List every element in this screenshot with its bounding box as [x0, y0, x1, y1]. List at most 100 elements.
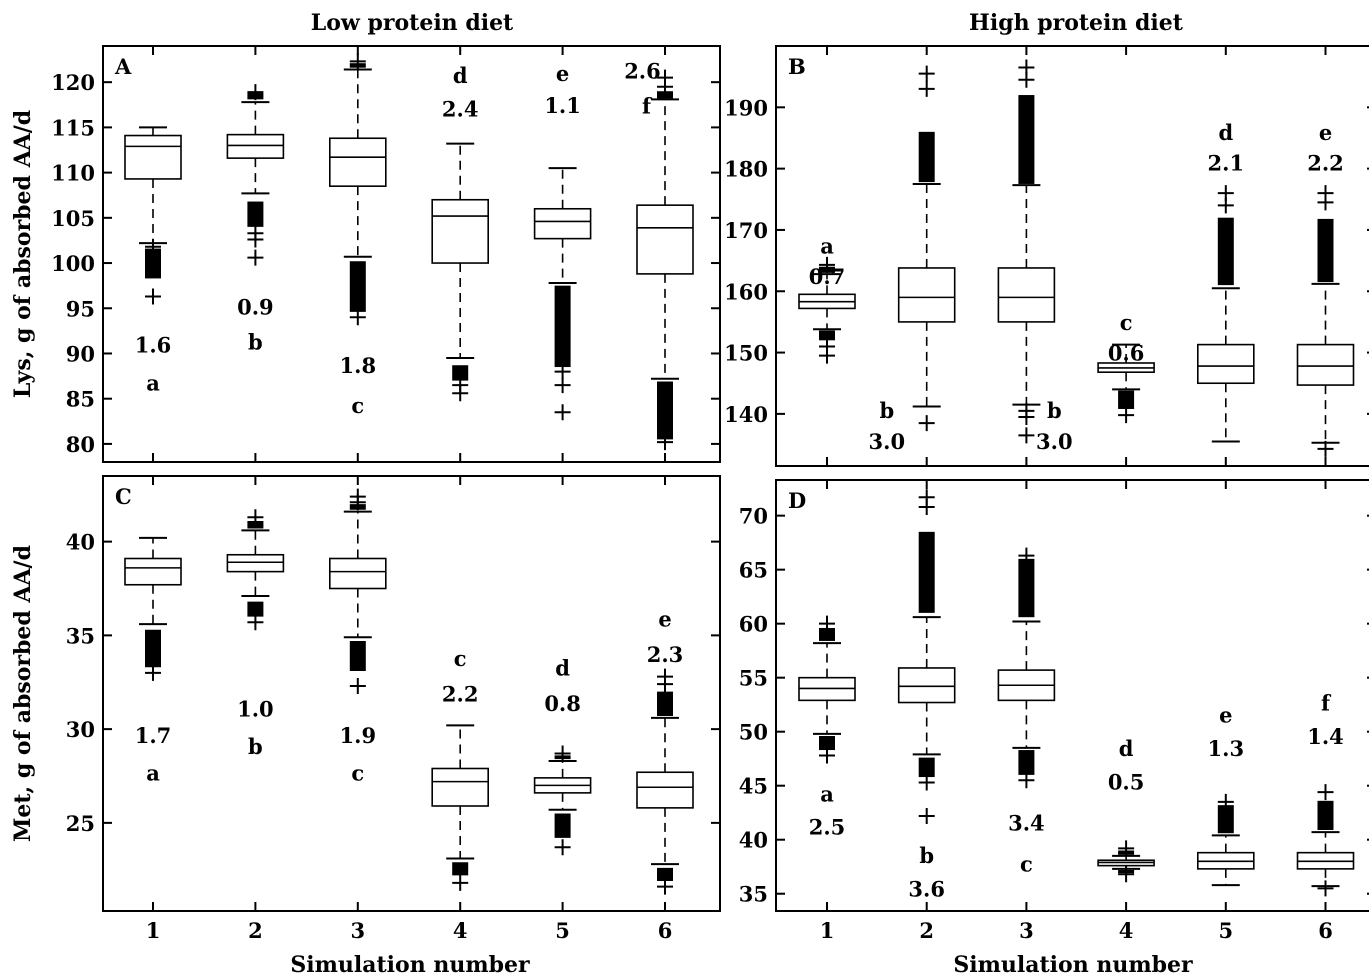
outlier-cluster-high: [1317, 218, 1334, 283]
outlier-marker: [1317, 185, 1334, 202]
outlier-marker: [1018, 59, 1035, 76]
left-column-title: Low protein diet: [311, 10, 514, 36]
stat-annotation: 1.8: [340, 353, 377, 378]
y-tick-label: 190: [724, 95, 768, 120]
box-group-sim-5: [533, 167, 592, 421]
x-tick-label: 1: [820, 918, 835, 943]
box-iqr: [1296, 343, 1355, 386]
y-axis-label: Met, g of absorbed AA/d: [10, 545, 36, 842]
y-tick-label: 115: [51, 115, 95, 140]
box-group-sim-1: [124, 536, 182, 681]
outlier-marker: [452, 874, 469, 891]
outlier-marker: [1317, 880, 1334, 897]
box-iqr: [636, 204, 694, 275]
outlier-marker: [819, 256, 835, 273]
y-tick-label: 150: [724, 341, 768, 366]
outlier-marker: [349, 678, 366, 694]
box-group-sim-5: [1197, 793, 1255, 887]
outlier-marker: [657, 434, 673, 451]
outlier-cluster-low: [247, 601, 264, 617]
outlier-marker: [247, 509, 264, 526]
y-tick-label: 95: [66, 296, 95, 321]
box-iqr: [533, 207, 592, 240]
box-group-sim-1: [798, 256, 856, 364]
x-axis-label-left: Simulation number: [290, 952, 530, 978]
panel-frame: [775, 479, 1369, 912]
stat-annotation: 0.8: [544, 691, 581, 716]
y-tick-label: 45: [739, 774, 768, 799]
y-tick-label: 40: [66, 530, 95, 555]
box-iqr: [226, 133, 285, 159]
x-tick-label: 4: [1119, 918, 1134, 943]
panel-frame: [102, 475, 721, 912]
box-group-sim-2: [226, 509, 285, 631]
stat-annotation: a: [146, 370, 160, 395]
outlier-marker: [1118, 866, 1135, 883]
outlier-cluster-low: [247, 201, 264, 227]
outlier-cluster-low: [819, 330, 835, 341]
stat-annotation: 2.3: [647, 642, 684, 667]
outlier-marker: [918, 807, 935, 824]
outlier-cluster-low: [349, 641, 366, 671]
stat-annotation: b: [248, 734, 263, 759]
box-iqr: [226, 553, 285, 573]
panel-letter: A: [114, 54, 132, 79]
outlier-marker: [554, 839, 571, 856]
box-iqr: [897, 667, 956, 704]
stat-annotation: e: [556, 61, 569, 86]
outlier-marker: [657, 668, 673, 685]
outlier-marker: [918, 489, 935, 506]
outlier-marker: [1317, 440, 1334, 457]
outlier-marker: [819, 615, 835, 632]
y-tick-label: 60: [739, 612, 768, 637]
outlier-marker: [657, 69, 673, 86]
outlier-marker: [1018, 402, 1035, 419]
stat-annotation: b: [879, 398, 894, 423]
outlier-marker: [657, 878, 673, 895]
stat-annotation: 1.0: [237, 697, 274, 722]
stat-annotation: c: [1120, 310, 1133, 335]
stat-annotation: 1.4: [1307, 724, 1344, 749]
outlier-marker: [1217, 793, 1234, 810]
box-iqr: [328, 557, 387, 590]
stat-annotation: c: [351, 760, 364, 785]
stat-annotation: e: [1219, 702, 1232, 727]
y-tick-label: 70: [739, 504, 768, 529]
stat-annotation: 0.9: [237, 294, 274, 319]
x-tick-label: 5: [1218, 918, 1233, 943]
box-iqr: [1197, 343, 1255, 385]
outlier-marker: [1317, 784, 1334, 801]
outlier-cluster-low: [657, 381, 673, 440]
x-tick-label: 2: [919, 918, 934, 943]
box-group-sim-1: [124, 126, 182, 305]
outlier-cluster-low: [145, 629, 161, 668]
box-iqr: [897, 267, 956, 323]
outlier-marker: [819, 747, 835, 764]
stat-annotation: c: [351, 393, 364, 418]
outlier-cluster-low: [918, 757, 935, 778]
box-iqr: [328, 137, 387, 187]
stat-annotation: 0.5: [1108, 769, 1145, 794]
outlier-cluster-high: [819, 627, 835, 641]
x-tick-label: 3: [1019, 918, 1034, 943]
outlier-marker: [554, 363, 571, 380]
y-axis-label: Lys, g of absorbed AA/d: [10, 110, 36, 398]
box-group-sim-3: [997, 59, 1056, 444]
stat-annotation: 3.0: [869, 429, 906, 454]
stat-annotation: b: [919, 843, 934, 868]
box-group-sim-1: [798, 615, 856, 764]
outlier-cluster-high: [918, 531, 935, 613]
stat-annotation: 2.4: [442, 96, 479, 121]
outlier-cluster-low: [452, 862, 469, 876]
stat-annotation: b: [1047, 398, 1062, 423]
stat-annotation: 1.1: [544, 93, 581, 118]
outlier-marker: [349, 309, 366, 326]
outlier-cluster-low: [819, 736, 835, 751]
x-tick-label: 6: [1318, 918, 1333, 943]
outlier-cluster-high: [918, 131, 935, 183]
stat-annotation: f: [642, 94, 653, 119]
right-column-title: High protein diet: [969, 10, 1184, 36]
x-axis-label-right: Simulation number: [953, 952, 1193, 978]
box-group-sim-6: [1296, 784, 1355, 897]
